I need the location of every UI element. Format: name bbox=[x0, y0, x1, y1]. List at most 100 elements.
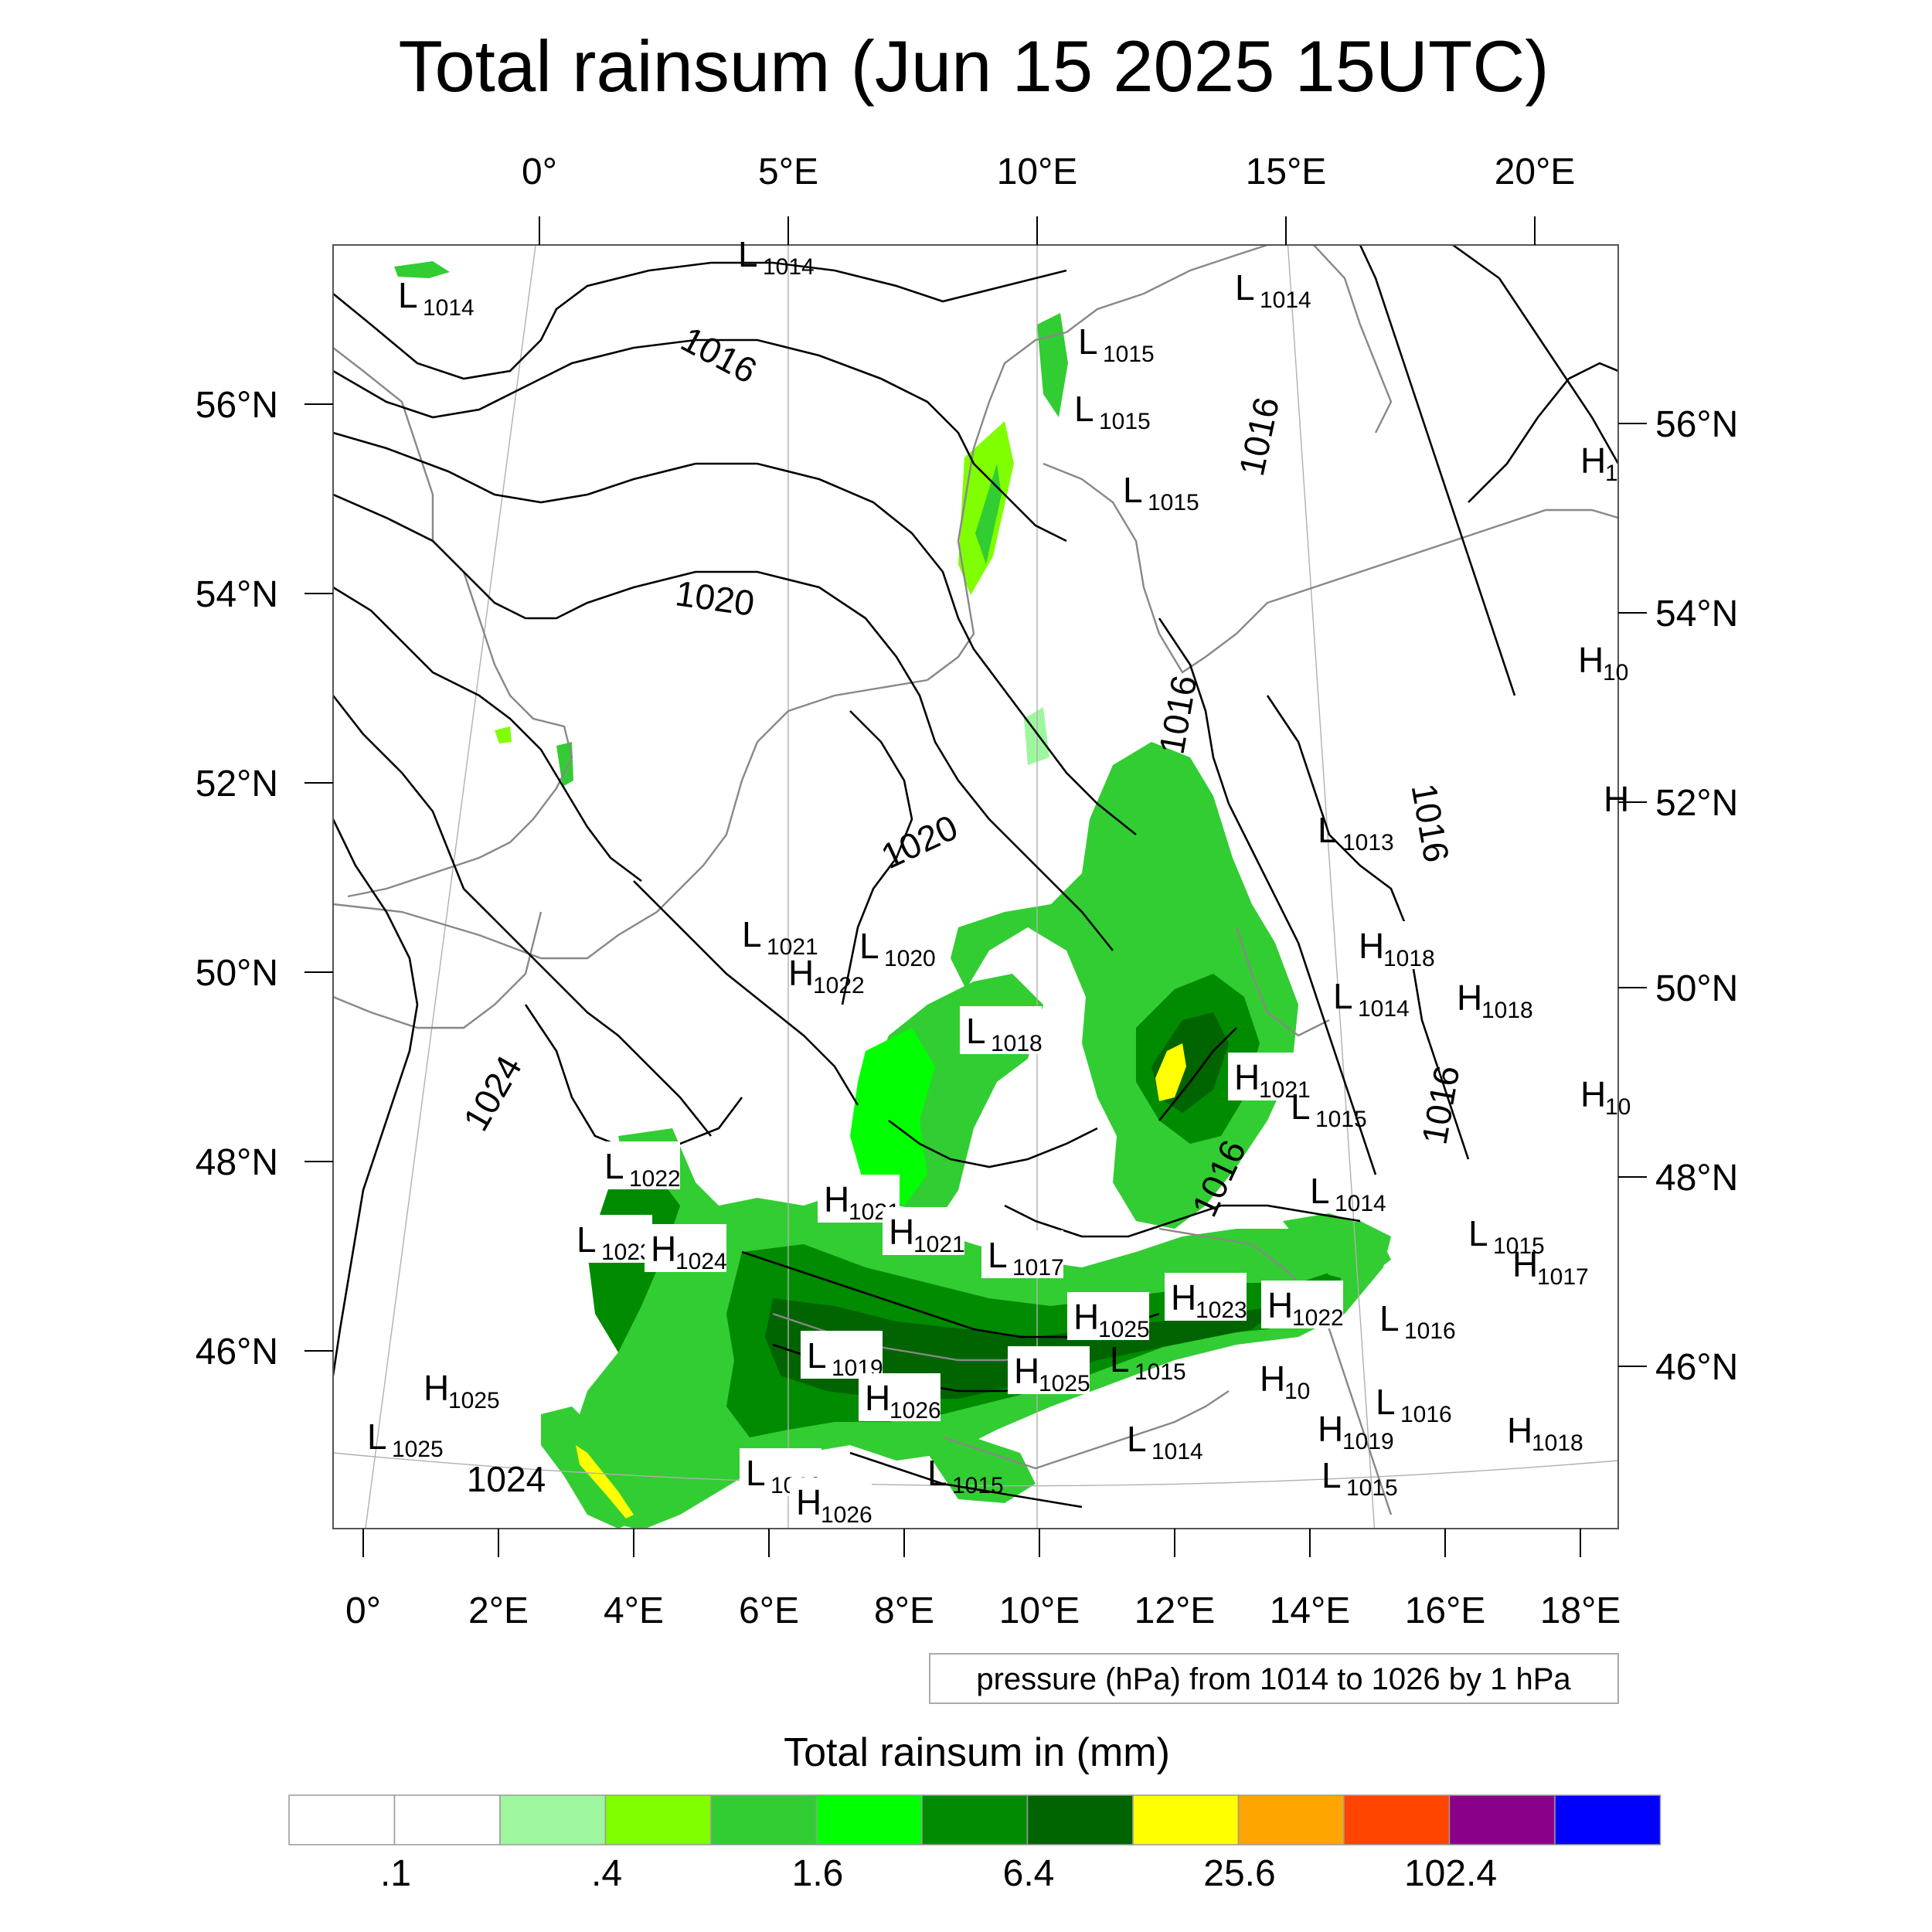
label-background bbox=[801, 1331, 883, 1379]
pressure-center-label: L 1017 bbox=[981, 1230, 1064, 1281]
pressure-center-value: 1 bbox=[1605, 461, 1618, 486]
pressure-center-label: H1 bbox=[1580, 440, 1618, 486]
left-lat-label: 48°N bbox=[196, 1142, 278, 1183]
colorbar-swatch bbox=[1132, 1794, 1240, 1845]
pressure-center-value: 1015 bbox=[1315, 1107, 1367, 1132]
pressure-center-label: L 1014 bbox=[1310, 1171, 1386, 1216]
pressure-center-label: L 1013 bbox=[1318, 810, 1394, 855]
pressure-center-label: L 1016 bbox=[1376, 1382, 1452, 1427]
pressure-center-value: 1014 bbox=[423, 295, 474, 321]
right-lat-label: 48°N bbox=[1655, 1158, 1738, 1199]
pressure-center-label: L 1014 bbox=[738, 234, 815, 280]
rain-area-north-top bbox=[394, 261, 450, 278]
bottom-lon-label: 6°E bbox=[739, 1590, 799, 1631]
pressure-center-value: 1014 bbox=[1260, 287, 1311, 313]
colorbar-swatch bbox=[1343, 1794, 1451, 1845]
pressure-center-value: 1014 bbox=[763, 254, 815, 280]
pressure-center-type: L bbox=[746, 1453, 766, 1493]
pressure-center-type: H bbox=[1578, 640, 1604, 680]
pressure-center-type: L bbox=[742, 914, 762, 954]
colorbar-label: 102.4 bbox=[1404, 1853, 1497, 1894]
pressure-center-label: H10 bbox=[1260, 1359, 1310, 1404]
pressure-center-value: 1015 bbox=[1346, 1475, 1398, 1501]
pressure-center-label: L 1015 bbox=[1321, 1455, 1398, 1501]
left-lat-label: 54°N bbox=[196, 574, 278, 615]
pressure-center-value: 1017 bbox=[1012, 1255, 1064, 1281]
pressure-center-label: L 1014 bbox=[1333, 976, 1410, 1022]
pressure-center-value: 1019 bbox=[1342, 1429, 1394, 1454]
colorbar-label: 6.4 bbox=[1003, 1853, 1055, 1894]
pressure-center-type: H bbox=[1457, 978, 1482, 1018]
left-lat-label: 50°N bbox=[196, 953, 278, 994]
label-background bbox=[598, 1141, 680, 1189]
label-background bbox=[1165, 1273, 1247, 1321]
pressure-center-label: L 1021 bbox=[742, 914, 818, 960]
pressure-center-type: L bbox=[1468, 1213, 1488, 1253]
pressure-center-value: 1014 bbox=[1335, 1191, 1386, 1216]
rain-area-denmark-core bbox=[975, 464, 1002, 564]
pressure-center-label: L 1015 bbox=[1074, 389, 1151, 434]
pressure-center-value: 1015 bbox=[1103, 342, 1155, 367]
axis-ticks bbox=[304, 216, 1647, 1557]
rain-area-uk-small bbox=[495, 726, 512, 743]
pressure-center-value: 1022 bbox=[813, 973, 865, 998]
colorbar-title: Total rainsum in (mm) bbox=[784, 1730, 1170, 1775]
pressure-center-type: L bbox=[1074, 389, 1094, 429]
pressure-center-type: L bbox=[398, 275, 418, 315]
pressure-center-label: L 1025 bbox=[367, 1417, 444, 1462]
colorbar-swatch bbox=[604, 1794, 712, 1845]
label-background bbox=[1067, 1292, 1149, 1340]
pressure-center-value: 1018 bbox=[991, 1031, 1043, 1056]
pressure-center-type: L bbox=[1310, 1171, 1330, 1211]
right-lat-label: 52°N bbox=[1655, 783, 1738, 824]
pressure-center-type: H bbox=[1580, 1074, 1606, 1114]
pressure-center-value: 1018 bbox=[1481, 998, 1533, 1023]
pressure-center-type: L bbox=[859, 926, 879, 966]
pressure-center-type: L bbox=[966, 1011, 986, 1051]
pressure-center-label: L 1022 bbox=[598, 1141, 681, 1192]
pressure-center-label: L 1015 bbox=[1468, 1213, 1545, 1259]
pressure-center-type: H bbox=[796, 1482, 821, 1522]
colorbar-swatch bbox=[921, 1794, 1029, 1845]
colorbar-label: .4 bbox=[591, 1853, 622, 1894]
label-background bbox=[883, 1207, 964, 1255]
pressure-center-type: H bbox=[865, 1378, 890, 1418]
pressure-center-value: 10 bbox=[1605, 1094, 1631, 1120]
rain-area-france-east bbox=[850, 1028, 935, 1206]
top-longitude-labels: 0° 5°E 10°E 15°E 20°E bbox=[522, 151, 1575, 192]
pressure-center-type: L bbox=[988, 1235, 1008, 1275]
colorbar-swatches bbox=[288, 1794, 1662, 1845]
colorbar-swatch bbox=[1026, 1794, 1134, 1845]
bottom-lon-label: 16°E bbox=[1405, 1590, 1486, 1631]
left-lat-label: 46°N bbox=[196, 1332, 278, 1372]
pressure-center-value: 1015 bbox=[1099, 409, 1151, 434]
colorbar-swatch bbox=[288, 1794, 396, 1845]
pressure-center-type: L bbox=[1318, 810, 1338, 850]
pressure-center-type: H bbox=[1234, 1057, 1260, 1097]
isobars bbox=[333, 245, 1618, 1509]
pressure-center-type: H bbox=[1580, 440, 1606, 481]
pressure-center-label: H10 bbox=[1578, 640, 1628, 685]
rain-area-uk-east bbox=[556, 742, 573, 787]
pressure-center-type: H bbox=[1171, 1277, 1196, 1318]
pressure-center-value: 1025 bbox=[392, 1437, 444, 1462]
left-lat-label: 56°N bbox=[196, 385, 278, 426]
pressure-center-type: L bbox=[1078, 321, 1098, 362]
colorbar-swatch bbox=[710, 1794, 818, 1845]
bottom-lon-label: 4°E bbox=[604, 1590, 664, 1631]
pressure-center-value: 1015 bbox=[1148, 490, 1199, 515]
pressure-center-label: L 1018 bbox=[960, 1006, 1043, 1056]
pressure-center-type: H bbox=[824, 1179, 849, 1219]
pressure-center-type: H bbox=[1260, 1359, 1285, 1399]
pressure-center-type: L bbox=[604, 1146, 624, 1186]
